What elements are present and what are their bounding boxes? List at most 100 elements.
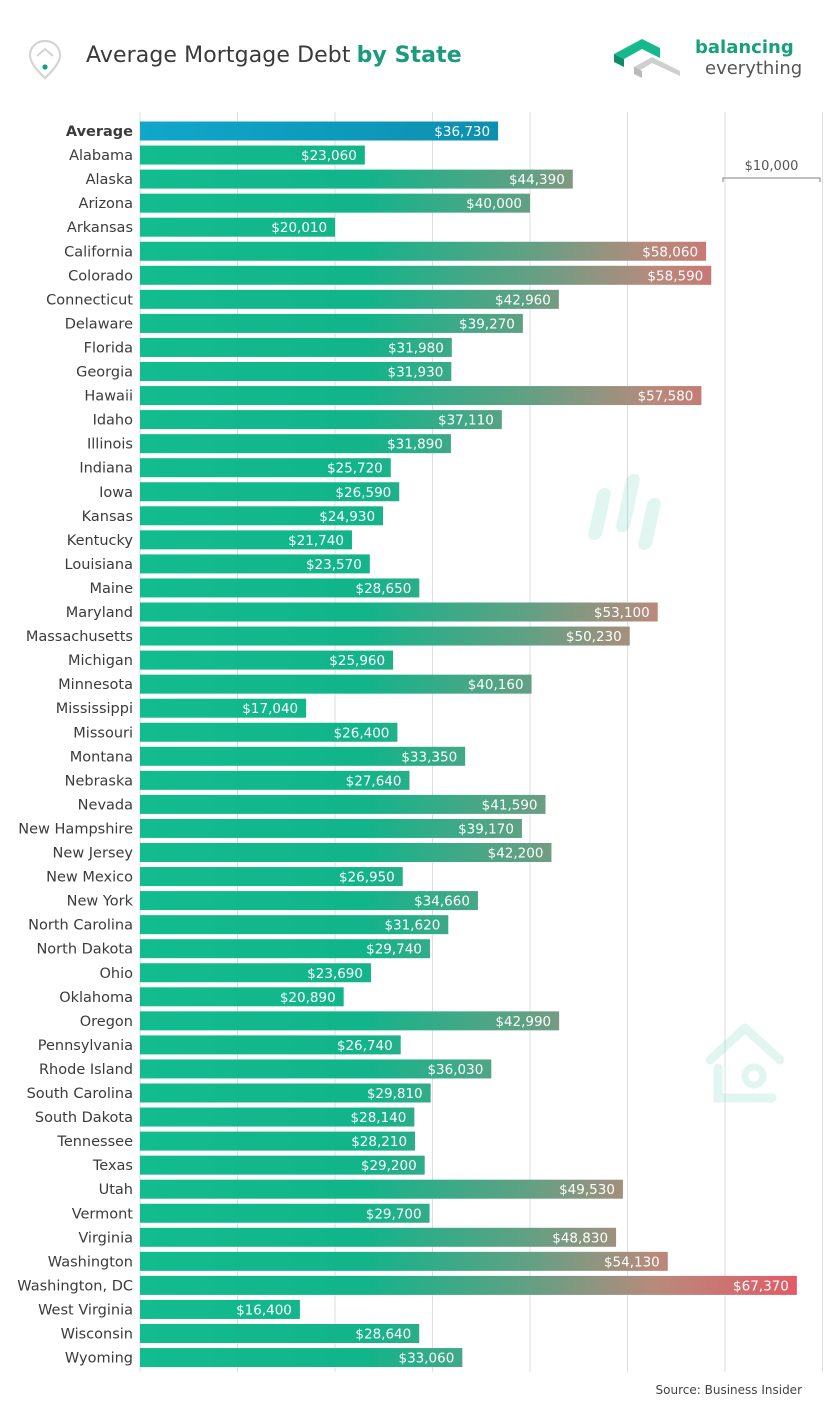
category-label: Arkansas — [67, 220, 133, 236]
value-label: $33,350 — [401, 749, 457, 765]
category-label: West Virginia — [38, 1302, 133, 1318]
value-label: $50,230 — [566, 629, 622, 645]
value-label: $25,960 — [329, 653, 385, 669]
value-label: $28,210 — [351, 1134, 407, 1150]
value-label: $26,740 — [337, 1038, 393, 1054]
bar — [140, 145, 365, 165]
source-note: Source: Business Insider — [655, 1383, 802, 1397]
value-label: $24,930 — [319, 509, 375, 525]
bar — [140, 1299, 300, 1319]
category-label: Missouri — [73, 725, 133, 741]
value-label: $25,720 — [327, 461, 383, 477]
bar — [140, 891, 478, 911]
title-accent: by State — [356, 43, 462, 68]
value-label: $23,570 — [306, 557, 362, 573]
category-label: Tennessee — [56, 1134, 133, 1150]
bar — [140, 915, 449, 935]
value-label: $44,390 — [509, 172, 565, 188]
category-label: Indiana — [79, 461, 133, 477]
value-label: $37,110 — [438, 413, 494, 429]
bar — [140, 386, 702, 406]
value-label: $42,200 — [488, 846, 544, 862]
category-label: New York — [67, 894, 134, 910]
category-label: New Mexico — [46, 870, 133, 886]
bar — [140, 1035, 401, 1055]
bar — [140, 843, 552, 862]
bars: Average $36,730 Alabama $23,060 Alaska $44,39… — [17, 121, 797, 1368]
bar — [140, 1348, 463, 1368]
bar — [140, 650, 394, 670]
category-label: Pennsylvania — [38, 1038, 133, 1054]
category-label: Iowa — [99, 485, 133, 501]
logo-line2: everything — [705, 58, 803, 79]
value-label: $26,400 — [334, 725, 390, 741]
header: Average Mortgage Debt by State balancing … — [0, 0, 830, 110]
value-label: $31,620 — [384, 918, 440, 934]
category-label: Washington — [48, 1254, 133, 1270]
category-label: Maryland — [66, 605, 133, 621]
bar — [140, 1324, 420, 1343]
brand-logo: balancing everything — [612, 34, 812, 84]
category-label: Michigan — [68, 653, 133, 669]
category-label: Kansas — [82, 509, 133, 525]
value-label: $41,590 — [482, 797, 538, 813]
balancing-everything-logo-icon — [614, 39, 680, 78]
value-label: $48,830 — [552, 1230, 608, 1246]
bar — [140, 265, 712, 285]
category-label: South Dakota — [35, 1110, 133, 1126]
value-label: $16,400 — [236, 1302, 292, 1318]
title-normal: Average Mortgage Debt — [86, 43, 351, 68]
bar — [140, 1155, 425, 1175]
category-label: South Carolina — [27, 1086, 133, 1102]
bar — [140, 289, 559, 309]
category-label: Texas — [92, 1158, 133, 1174]
bar — [140, 1083, 431, 1103]
category-label: Alaska — [86, 172, 133, 188]
value-label: $29,740 — [366, 942, 422, 958]
value-label: $23,690 — [307, 966, 363, 982]
bar — [140, 987, 344, 1007]
category-label: Illinois — [87, 437, 133, 453]
value-label: $20,890 — [280, 990, 336, 1006]
category-label: Vermont — [72, 1206, 134, 1222]
value-label: $26,590 — [335, 485, 391, 501]
bar — [140, 337, 452, 357]
value-label: $31,890 — [387, 437, 443, 453]
bar — [140, 434, 451, 454]
bar — [140, 698, 307, 718]
value-label: $67,370 — [733, 1278, 789, 1294]
value-label: $49,530 — [559, 1182, 615, 1198]
category-label: Ohio — [99, 966, 133, 982]
category-label: Kentucky — [67, 533, 134, 549]
bar — [140, 482, 400, 502]
category-label: Alabama — [69, 148, 133, 164]
value-label: $36,030 — [427, 1062, 483, 1078]
bar — [140, 241, 707, 261]
bar — [140, 554, 370, 574]
category-label: New Jersey — [53, 846, 134, 862]
value-label: $20,010 — [271, 220, 327, 236]
bar — [140, 193, 530, 213]
bar — [140, 1203, 430, 1223]
bar — [140, 530, 352, 550]
value-label: $53,100 — [594, 605, 650, 621]
value-label: $28,650 — [356, 581, 412, 597]
category-label: North Carolina — [28, 918, 133, 934]
bar — [140, 867, 403, 887]
category-label: Idaho — [93, 413, 134, 429]
bar — [140, 169, 573, 189]
page-title: Average Mortgage Debt by State — [86, 43, 462, 68]
value-label: $34,660 — [414, 894, 470, 910]
category-label: California — [64, 244, 133, 260]
bar — [140, 939, 430, 959]
category-label: New Hampshire — [18, 821, 133, 837]
bar — [140, 1179, 623, 1199]
value-label: $39,170 — [458, 821, 514, 837]
logo-line1: balancing — [695, 37, 794, 58]
bar — [140, 1011, 560, 1031]
value-label: $23,060 — [301, 148, 357, 164]
category-label: Connecticut — [46, 292, 133, 308]
category-label: Oklahoma — [59, 990, 133, 1006]
category-label: Oregon — [80, 1014, 133, 1030]
scale-label: $10,000 — [745, 159, 799, 174]
